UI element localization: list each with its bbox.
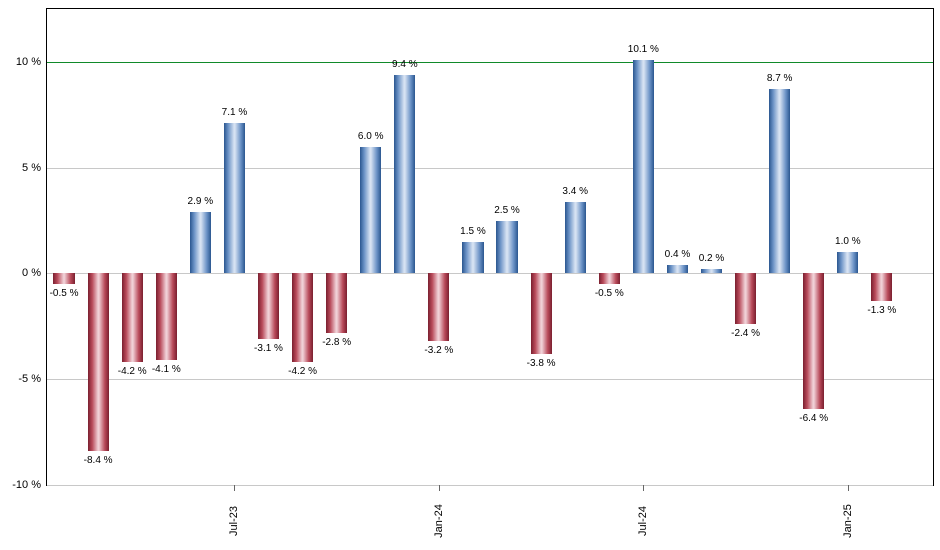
bar-value-label: 0.2 % [699, 253, 725, 264]
bar-value-label: 3.4 % [562, 186, 588, 197]
bar-value-label: -3.1 % [254, 343, 283, 354]
bar-chart: -10 % -5 % 0 % 5 % 10 % -0.5 % -8.4 % -4.2 % -4.… [0, 0, 940, 550]
y-tick-label: -10 % [12, 479, 47, 491]
bar-value-label: -3.8 % [527, 358, 556, 369]
bar-value-label: 10.1 % [628, 44, 659, 55]
bar-value-label: -6.4 % [799, 413, 828, 424]
bar-value-label: 6.0 % [358, 131, 384, 142]
bar-positive [769, 89, 790, 273]
bar-positive [190, 212, 211, 273]
bar-positive [462, 242, 483, 274]
bar-value-label: 9.4 % [392, 59, 418, 70]
bar-value-label: 2.5 % [494, 205, 520, 216]
gridline [47, 485, 933, 486]
bar-positive [701, 269, 722, 273]
bar-negative [599, 273, 620, 284]
x-tick-label: Jan-24 [433, 504, 445, 538]
y-tick-label: 5 % [22, 162, 47, 174]
bar-value-label: 1.5 % [460, 226, 486, 237]
bar-value-label: 0.4 % [665, 249, 691, 260]
bar-negative [531, 273, 552, 353]
gridline [47, 379, 933, 380]
bar-value-label: 7.1 % [222, 107, 248, 118]
bar-negative [871, 273, 892, 301]
y-tick-label: 10 % [16, 56, 47, 68]
bar-positive [667, 265, 688, 273]
bar-positive [837, 252, 858, 273]
bar-value-label: -8.4 % [84, 455, 113, 466]
bar-value-label: -0.5 % [50, 288, 79, 299]
gridline [47, 273, 933, 274]
bar-value-label: -4.1 % [152, 364, 181, 375]
bar-value-label: -1.3 % [867, 305, 896, 316]
bar-negative [53, 273, 74, 284]
bar-negative [292, 273, 313, 362]
plot-area: -10 %-5 %0 %5 %10 %-0.5 %-8.4 %-4.2 %-4.… [46, 8, 934, 486]
bar-value-label: -3.2 % [424, 345, 453, 356]
bar-negative [156, 273, 177, 360]
bar-negative [735, 273, 756, 324]
bar-negative [88, 273, 109, 451]
bar-value-label: -4.2 % [118, 366, 147, 377]
bar-negative [122, 273, 143, 362]
bar-value-label: -2.8 % [322, 337, 351, 348]
x-tick-mark [439, 485, 440, 491]
x-tick-label: Jul-24 [637, 506, 649, 536]
bar-positive [496, 221, 517, 274]
bar-value-label: -2.4 % [731, 328, 760, 339]
bar-negative [326, 273, 347, 332]
x-tick-label: Jan-25 [842, 504, 854, 538]
bar-value-label: 1.0 % [835, 236, 861, 247]
x-tick-label: Jul-23 [228, 506, 240, 536]
bar-positive [394, 75, 415, 274]
bar-value-label: -0.5 % [595, 288, 624, 299]
bar-negative [803, 273, 824, 408]
y-tick-label: -5 % [18, 373, 47, 385]
x-tick-mark [848, 485, 849, 491]
bar-positive [633, 60, 654, 274]
bar-positive [224, 123, 245, 273]
bar-value-label: 2.9 % [188, 196, 214, 207]
x-tick-mark [643, 485, 644, 491]
bar-positive [360, 147, 381, 274]
bar-negative [258, 273, 279, 339]
bar-positive [565, 202, 586, 274]
y-tick-label: 0 % [22, 267, 47, 279]
gridline [47, 168, 933, 169]
reference-line [47, 62, 933, 63]
bar-negative [428, 273, 449, 341]
bar-value-label: 8.7 % [767, 73, 793, 84]
x-tick-mark [234, 485, 235, 491]
bar-value-label: -4.2 % [288, 366, 317, 377]
